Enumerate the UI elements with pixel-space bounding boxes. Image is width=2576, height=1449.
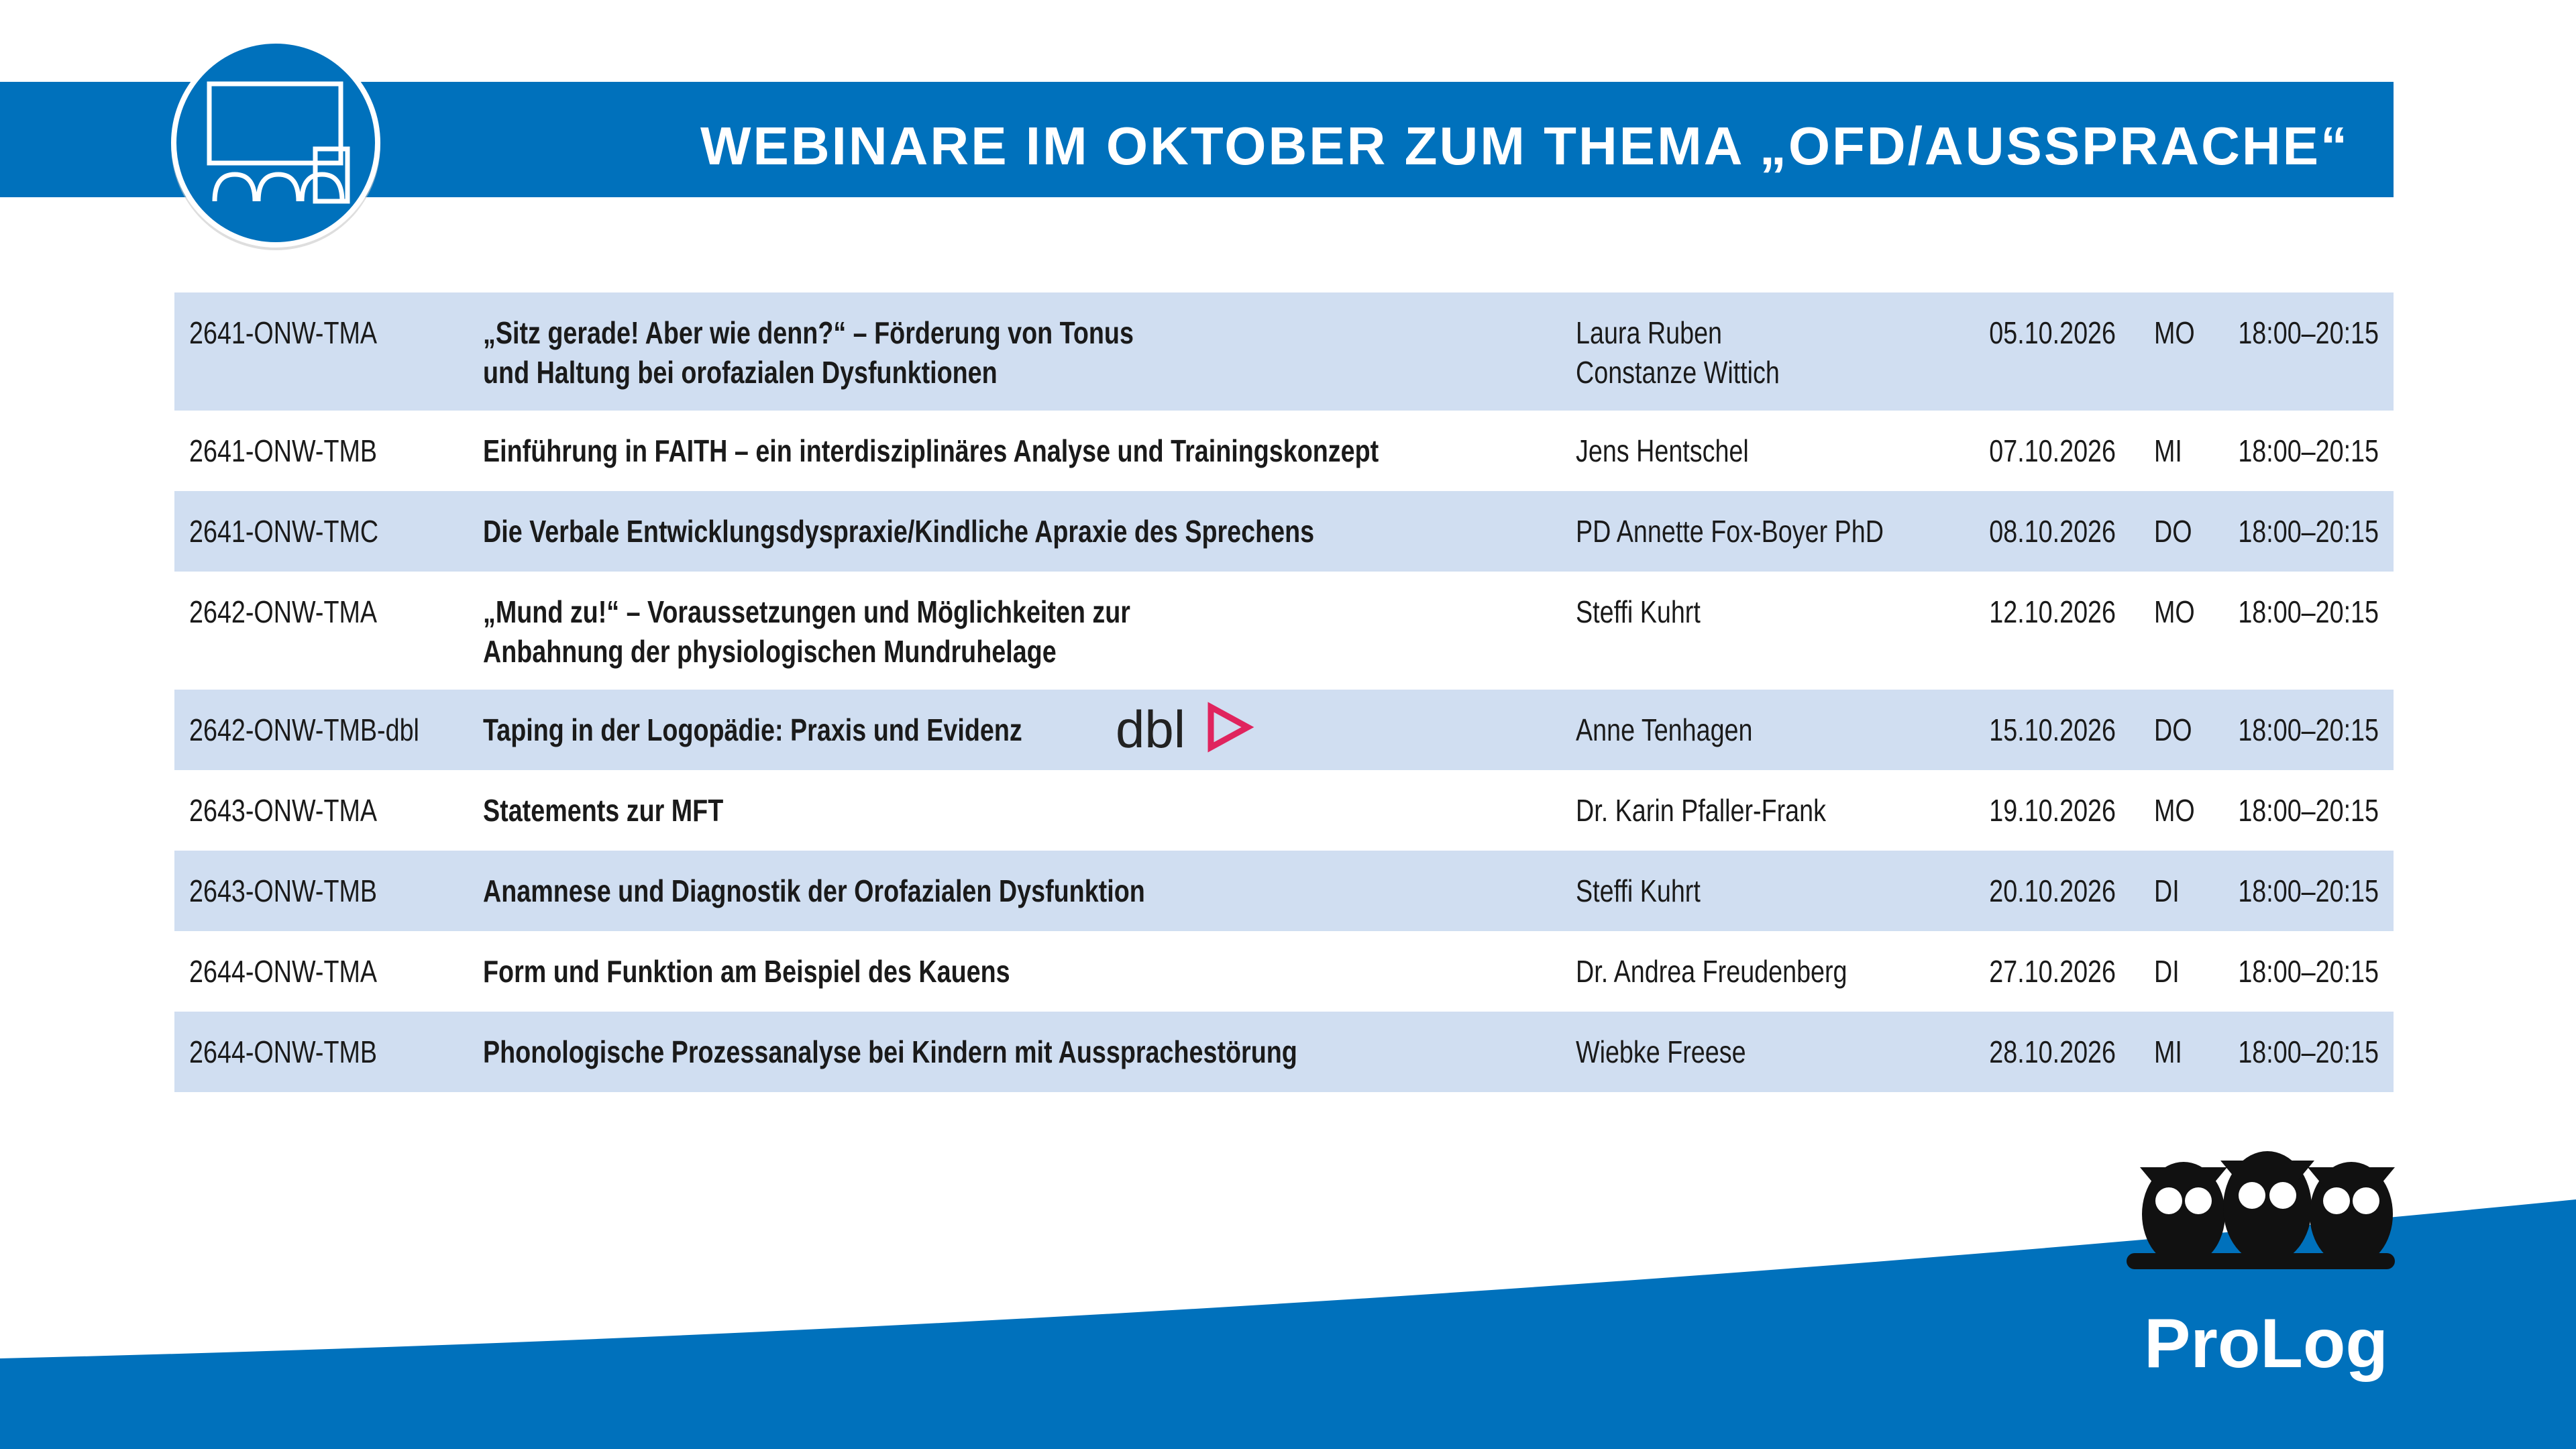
weekday: DI xyxy=(2154,954,2180,988)
code: 2641-ONW-TMC xyxy=(189,514,378,548)
row-bg xyxy=(174,411,2394,491)
code: 2644-ONW-TMB xyxy=(189,1034,377,1069)
row-bg xyxy=(174,770,2394,851)
row-bg xyxy=(174,1012,2394,1092)
time: 18:00–20:15 xyxy=(2238,873,2379,908)
badge-mark xyxy=(1208,702,1254,753)
code: 2643-ONW-TMA xyxy=(189,793,377,827)
weekday: MI xyxy=(2154,1034,2182,1069)
speaker: Wiebke Freese xyxy=(1576,1034,1746,1069)
course-title: Anamnese und Diagnostik der Orofazialen … xyxy=(483,873,1145,908)
row-bg xyxy=(174,572,2394,690)
time: 18:00–20:15 xyxy=(2238,433,2379,468)
date: 15.10.2026 xyxy=(1989,712,2116,747)
course-title: Statements zur MFT xyxy=(483,793,724,827)
date: 07.10.2026 xyxy=(1989,433,2116,468)
time: 18:00–20:15 xyxy=(2238,594,2379,629)
weekday: DI xyxy=(2154,873,2180,908)
course-title: Form und Funktion am Beispiel des Kauens xyxy=(483,954,1010,988)
speaker: Constanze Wittich xyxy=(1576,355,1780,389)
code: 2643-ONW-TMB xyxy=(189,873,377,908)
weekday: MI xyxy=(2154,433,2182,468)
speaker: Laura Ruben xyxy=(1576,315,1722,350)
course-title: Taping in der Logopädie: Praxis und Evid… xyxy=(483,712,1022,747)
time: 18:00–20:15 xyxy=(2238,514,2379,548)
date: 20.10.2026 xyxy=(1989,873,2116,908)
code: 2644-ONW-TMA xyxy=(189,954,377,988)
weekday: DO xyxy=(2154,712,2192,747)
row-bg xyxy=(174,491,2394,572)
course-title: Anbahnung der physiologischen Mundruhela… xyxy=(483,634,1057,668)
time: 18:00–20:15 xyxy=(2238,315,2379,350)
date: 28.10.2026 xyxy=(1989,1034,2116,1069)
code: 2641-ONW-TMB xyxy=(189,433,377,468)
owls-logo xyxy=(2127,1151,2395,1269)
row-bg xyxy=(174,851,2394,931)
speaker: Anne Tenhagen xyxy=(1576,712,1752,747)
speaker: Jens Hentschel xyxy=(1576,433,1749,468)
weekday: MO xyxy=(2154,594,2195,629)
header-icon xyxy=(171,38,380,250)
row-bg xyxy=(174,931,2394,1012)
weekday: MO xyxy=(2154,793,2195,827)
course-title: „Sitz gerade! Aber wie denn?“ – Förderun… xyxy=(483,315,1134,350)
speaker: Steffi Kuhrt xyxy=(1576,594,1701,629)
time: 18:00–20:15 xyxy=(2238,793,2379,827)
course-title: „Mund zu!“ – Voraussetzungen und Möglich… xyxy=(483,594,1130,629)
code: 2642-ONW-TMB-dbl xyxy=(189,712,419,747)
brand: ProLog xyxy=(2144,1305,2388,1383)
date: 19.10.2026 xyxy=(1989,793,2116,827)
course-title: Die Verbale Entwicklungsdyspraxie/Kindli… xyxy=(483,514,1314,548)
date: 05.10.2026 xyxy=(1989,315,2116,350)
speaker: Dr. Karin Pfaller-Frank xyxy=(1576,793,1827,827)
date: 12.10.2026 xyxy=(1989,594,2116,629)
row-bg xyxy=(174,292,2394,411)
date: 08.10.2026 xyxy=(1989,514,2116,548)
header-title: WEBINARE IM OKTOBER ZUM THEMA „OFD/AUSSP… xyxy=(700,116,2349,176)
badge: dbl xyxy=(1116,700,1185,759)
weekday: MO xyxy=(2154,315,2195,350)
footer-wave xyxy=(0,1199,2576,1449)
row-bg xyxy=(174,690,2394,770)
date: 27.10.2026 xyxy=(1989,954,2116,988)
course-title: und Haltung bei orofazialen Dysfunktione… xyxy=(483,355,998,389)
speaker: Dr. Andrea Freudenberg xyxy=(1576,954,1847,988)
header-band xyxy=(0,82,2394,197)
time: 18:00–20:15 xyxy=(2238,712,2379,747)
speaker: PD Annette Fox-Boyer PhD xyxy=(1576,514,1884,548)
course-title: Einführung in FAITH – ein interdisziplin… xyxy=(483,433,1379,468)
speaker: Steffi Kuhrt xyxy=(1576,873,1701,908)
weekday: DO xyxy=(2154,514,2192,548)
code: 2642-ONW-TMA xyxy=(189,594,377,629)
course-title: Phonologische Prozessanalyse bei Kindern… xyxy=(483,1034,1297,1069)
time: 18:00–20:15 xyxy=(2238,954,2379,988)
code: 2641-ONW-TMA xyxy=(189,315,377,350)
table: 2641-ONW-TMA „Sitz gerade! Aber wie denn?… xyxy=(174,292,2394,1092)
time: 18:00–20:15 xyxy=(2238,1034,2379,1069)
